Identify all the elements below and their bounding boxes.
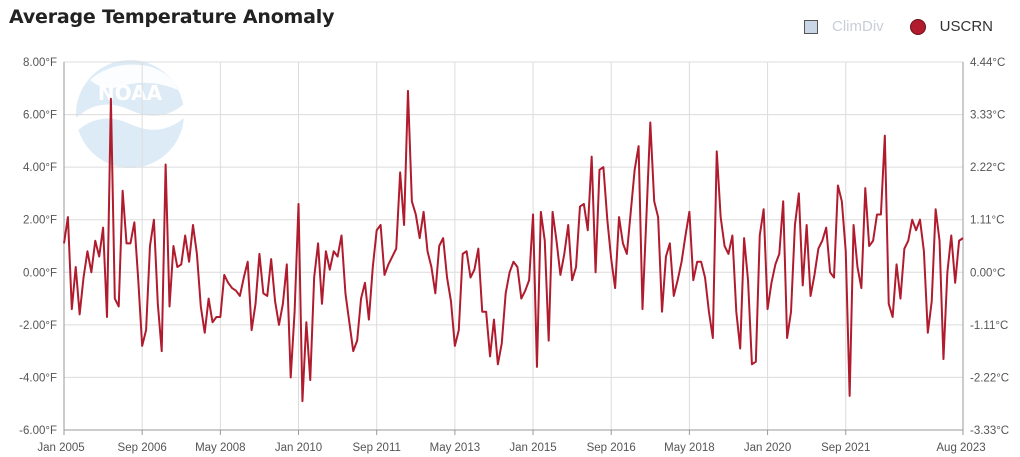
y-tick-label-right: 0.00°C [970,267,1005,279]
noaa-logo-icon: NOAA [76,60,184,168]
y-tick-label-right: -3.33°C [970,425,1009,437]
x-tick-label: Sep 2021 [821,442,870,454]
legend-label-climdiv: ClimDiv [832,18,884,35]
y-tick-label-left: 2.00°F [23,215,57,227]
y-tick-label-right: 1.11°C [970,215,1004,227]
y-tick-label-right: 3.33°C [970,110,1005,122]
legend-item-uscrn[interactable]: USCRN [909,18,994,35]
x-tick-label: Sep 2011 [353,442,401,454]
y-tick-label-right: -2.22°C [970,372,1009,384]
y-tick-label-right: 4.44°C [970,57,1005,69]
x-tick-label: Jan 2020 [744,442,791,454]
square-swatch-icon [804,19,818,34]
y-tick-label-left: -2.00°F [19,320,57,332]
x-tick-label: May 2018 [664,442,715,454]
y-tick-label-left: -4.00°F [19,372,57,384]
chart-legend: ClimDiv USCRN [778,18,993,35]
svg-text:NOAA: NOAA [98,81,163,105]
y-tick-label-left: -6.00°F [19,425,57,437]
x-tick-label: Aug 2023 [936,442,985,454]
x-tick-label: May 2013 [430,442,481,454]
y-tick-label-left: 0.00°F [23,267,57,279]
legend-label-uscrn: USCRN [939,18,994,35]
y-tick-label-left: 8.00°F [23,57,57,69]
y-tick-label-right: -1.11°C [970,320,1008,332]
y-tick-label-left: 6.00°F [23,110,57,122]
y-tick-label-left: 4.00°F [23,162,57,174]
x-tick-label: Sep 2006 [118,442,167,454]
x-tick-label: Jan 2010 [275,442,322,454]
y-tick-label-right: 2.22°C [970,162,1005,174]
x-tick-label: Jan 2015 [509,442,556,454]
x-tick-label: Sep 2016 [587,442,636,454]
series-line-uscrn [63,89,964,403]
chart-title: Average Temperature Anomaly [9,6,335,28]
x-tick-label: May 2008 [195,442,246,454]
x-tick-label: Jan 2005 [37,442,84,454]
circle-swatch-icon [909,18,926,35]
legend-item-climdiv[interactable]: ClimDiv [804,18,884,35]
